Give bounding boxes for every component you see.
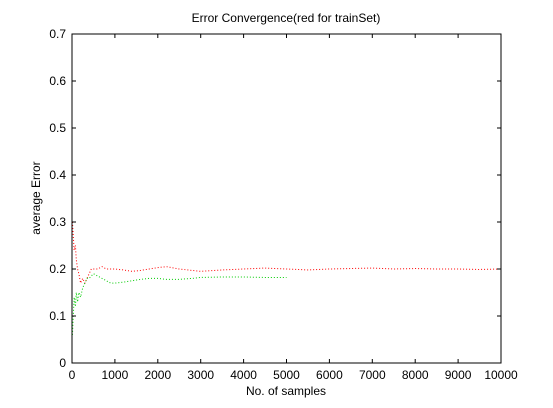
x-tick-label: 1000 — [102, 368, 129, 382]
ticks-layer: 0 1000 2000 3000 4000 5000 6000 7000 8000 9000 100… — [49, 27, 518, 382]
chart-title: Error Convergence(red for trainSet) — [192, 11, 381, 25]
y-tick-label: 0.6 — [49, 74, 66, 88]
x-tick-label: 6000 — [316, 368, 343, 382]
x-tick-label: 4000 — [230, 368, 257, 382]
x-tick-label: 0 — [69, 368, 76, 382]
x-tick-label: 9000 — [445, 368, 472, 382]
x-axis-label: No. of samples — [246, 384, 326, 398]
x-tick-label: 3000 — [187, 368, 214, 382]
plot-background — [72, 34, 501, 363]
y-tick-label: 0.4 — [49, 168, 66, 182]
x-tick-label: 10000 — [484, 368, 518, 382]
x-tick-label: 8000 — [402, 368, 429, 382]
y-tick-label: 0.5 — [49, 121, 66, 135]
y-tick-label: 0.2 — [49, 262, 66, 276]
x-tick-label: 2000 — [144, 368, 171, 382]
x-tick-label: 5000 — [273, 368, 300, 382]
y-tick-label: 0.7 — [49, 27, 66, 41]
y-tick-label: 0 — [59, 356, 66, 370]
y-tick-label: 0.3 — [49, 215, 66, 229]
x-tick-label: 7000 — [359, 368, 386, 382]
plot-frame — [71, 33, 502, 364]
y-axis-label: average Error — [29, 161, 43, 234]
series-line-red — [71, 221, 502, 285]
y-tick-label: 0.1 — [49, 309, 66, 323]
series-layer — [71, 221, 502, 335]
